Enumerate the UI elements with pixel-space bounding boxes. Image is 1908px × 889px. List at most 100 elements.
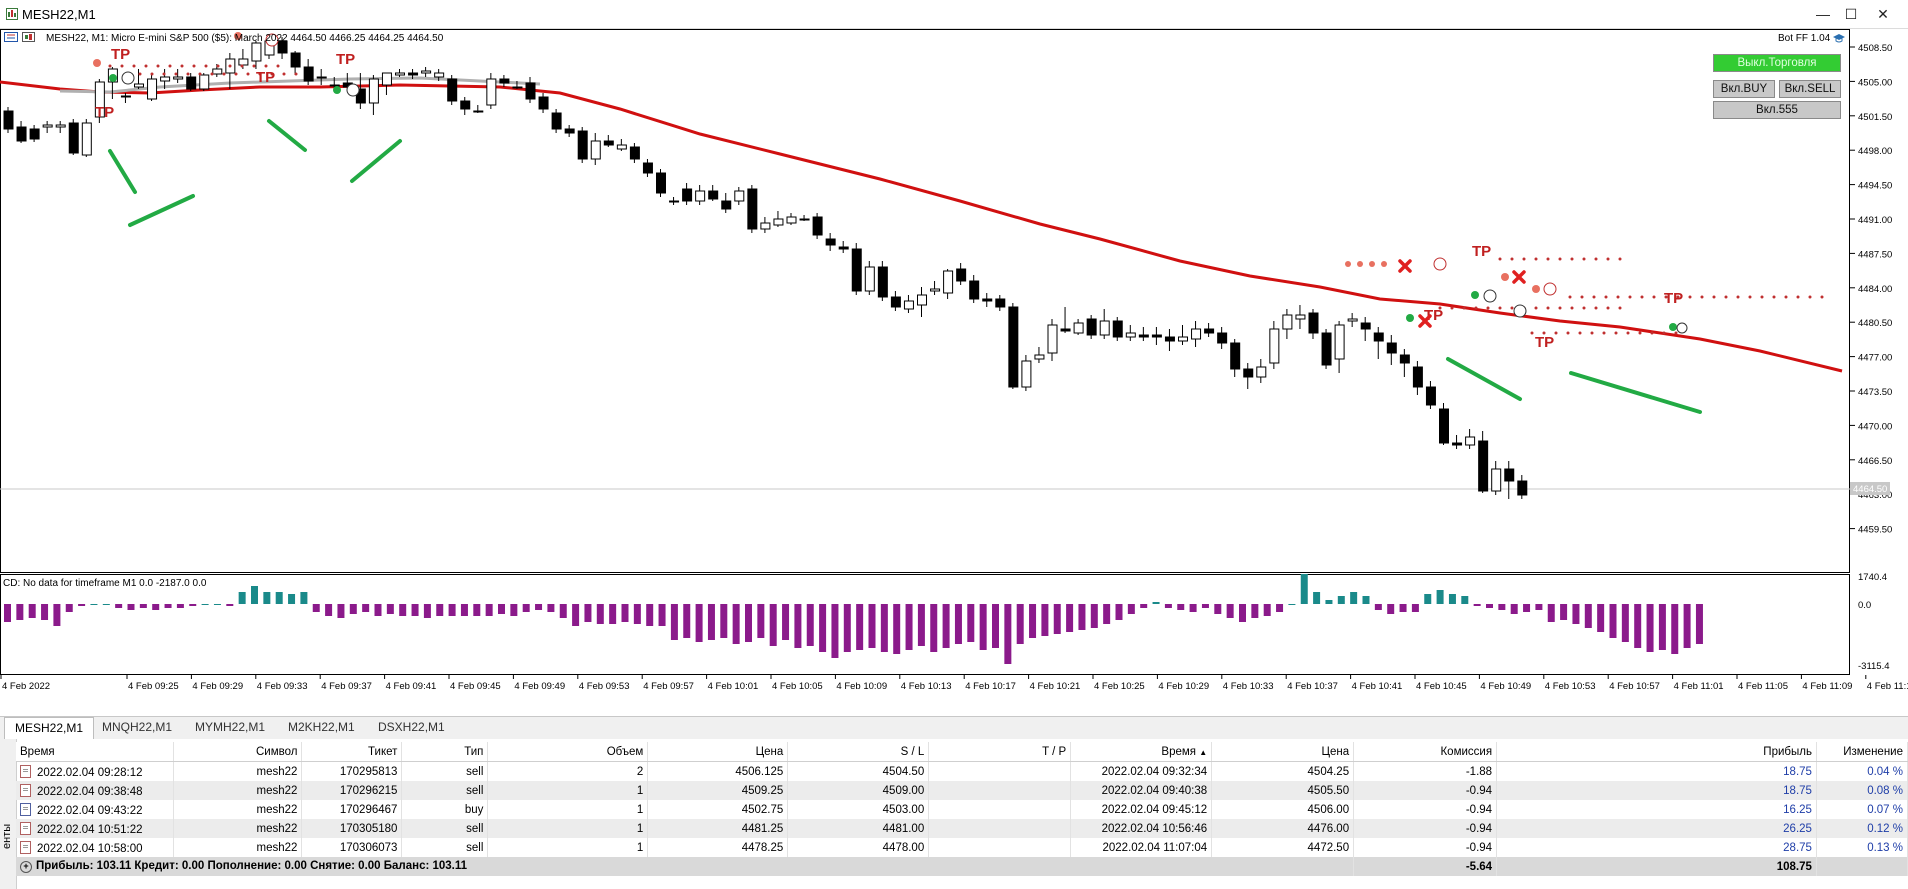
cell-close-price: 4504.25	[1211, 761, 1355, 781]
histogram-bar	[1461, 596, 1469, 604]
time-axis-label: 4 Feb 11:05	[1738, 681, 1788, 692]
col-ticket[interactable]: Тикет	[301, 742, 403, 762]
signal-dot	[1592, 295, 1596, 299]
cell-type: sell	[401, 761, 489, 781]
time-axis-label: 4 Feb 10:01	[708, 681, 759, 692]
col-commission[interactable]: Комиссия	[1353, 742, 1498, 762]
histogram-bar	[127, 604, 135, 610]
signal-dot	[1510, 306, 1514, 310]
chart-tab-mesh22[interactable]: MESH22,M1	[4, 717, 95, 739]
col-change[interactable]: Изменение	[1816, 742, 1908, 762]
histogram-bar	[967, 604, 975, 642]
col-close-price[interactable]: Цена	[1211, 742, 1355, 762]
table-row[interactable]: 2022.02.04 10:58:00 mesh22 170306073 sel…	[16, 838, 1908, 857]
histogram-bar	[1115, 604, 1123, 620]
cell-close-price: 4506.00	[1211, 800, 1355, 819]
candlesticks	[3, 37, 1528, 499]
col-profit[interactable]: Прибыль	[1496, 742, 1817, 762]
chart-tab-m2kh22[interactable]: M2KH22,M1	[288, 720, 355, 734]
table-row[interactable]: 2022.02.04 09:38:48 mesh22 170296215 sel…	[16, 781, 1908, 800]
col-close-time[interactable]: Время ▲	[1070, 742, 1213, 762]
bull-candle	[1099, 320, 1110, 336]
chart-tab-mnqh22[interactable]: MNQH22,M1	[102, 720, 173, 734]
bear-candle	[747, 188, 758, 230]
bear-candle	[838, 246, 849, 250]
price-axis-label: 4494.50	[1858, 181, 1892, 192]
one-click-trading-icon[interactable]	[22, 32, 35, 42]
bear-candle	[1478, 440, 1489, 492]
trading-toggle-button[interactable]: Выкл.Торговля	[1713, 54, 1841, 72]
histogram-bar	[288, 594, 296, 604]
histogram-bar	[1646, 604, 1654, 652]
bear-candle	[16, 126, 27, 142]
signal-dot	[1582, 306, 1586, 310]
chart-area[interactable]: 4508.50 4505.00 4501.50 4498.00 4494.50 4491.…	[0, 29, 1908, 703]
col-volume[interactable]: Объем	[487, 742, 649, 762]
indicator-axis-label: -3115.4	[1858, 661, 1890, 672]
cell-close-time: 2022.02.04 11:07:04	[1070, 838, 1213, 857]
cell-tp	[928, 781, 1072, 800]
col-sl[interactable]: S / L	[787, 742, 930, 762]
cell-volume: 1	[487, 838, 649, 857]
col-type[interactable]: Тип	[401, 742, 489, 762]
histogram-bar	[1004, 604, 1012, 664]
signal-dot	[1590, 331, 1594, 335]
cell-profit: 28.75	[1496, 838, 1817, 857]
col-tp[interactable]: T / P	[928, 742, 1072, 762]
histogram-bar	[646, 604, 654, 626]
col-open-time[interactable]: Время	[16, 742, 175, 762]
cell-close-time: 2022.02.04 10:56:46	[1070, 819, 1213, 838]
histogram-bar	[53, 604, 61, 626]
histogram-bar	[942, 604, 950, 648]
bear-candle	[186, 76, 197, 90]
col-symbol[interactable]: Символ	[173, 742, 303, 762]
table-row[interactable]: 2022.02.04 10:51:22 mesh22 170305180 sel…	[16, 819, 1908, 838]
bull-candle	[55, 124, 66, 128]
signal-dot	[1712, 295, 1716, 299]
bear-candle	[1399, 354, 1410, 364]
bull-candle	[368, 78, 379, 104]
time-axis-label: 4 Feb 10:57	[1609, 681, 1660, 692]
maximize-button[interactable]: ☐	[1844, 6, 1858, 22]
buy-toggle-button[interactable]: Вкл.BUY	[1713, 80, 1775, 98]
collapse-plus-icon[interactable]: +	[20, 861, 32, 873]
histogram-bar	[1103, 604, 1111, 624]
table-row[interactable]: 2022.02.04 09:28:12 mesh22 170295813 sel…	[16, 761, 1908, 781]
price-chart[interactable]: 4508.50 4505.00 4501.50 4498.00 4494.50 4491.…	[0, 29, 1908, 703]
col-price[interactable]: Цена	[647, 742, 789, 762]
bull-candle	[930, 288, 941, 292]
bot-label: Bot FF 1.04	[1778, 33, 1831, 44]
signal-dot	[1369, 261, 1375, 267]
table-row[interactable]: 2022.02.04 09:43:22 mesh22 170296467 buy…	[16, 800, 1908, 819]
bull-candle	[1047, 324, 1058, 354]
bear-candle	[408, 72, 419, 76]
555-toggle-button[interactable]: Вкл.555	[1713, 101, 1841, 119]
chart-tab-dsxh22[interactable]: DSXH22,M1	[378, 720, 445, 734]
signal-dot	[1602, 331, 1606, 335]
histogram-bar	[670, 604, 678, 640]
cell-ticket: 170305180	[301, 819, 403, 838]
bear-candle	[825, 238, 836, 246]
signal-dot	[1462, 306, 1466, 310]
histogram-bar	[954, 604, 962, 644]
histogram-bar	[794, 604, 802, 648]
graduation-cap-icon	[1833, 34, 1845, 43]
indicator-axis-label: 1740.4	[1858, 572, 1887, 583]
histogram-bar	[1300, 574, 1308, 604]
close-button[interactable]: ✕	[1877, 6, 1889, 22]
cell-volume: 2	[487, 761, 649, 781]
cell-price: 4509.25	[647, 781, 789, 800]
signal-dot	[1736, 295, 1740, 299]
chart-tab-mymh22[interactable]: MYMH22,M1	[195, 720, 266, 734]
signal-dot	[1498, 306, 1502, 310]
sell-order-icon	[20, 821, 31, 835]
toolbox-strip[interactable]: енты	[0, 739, 17, 889]
histogram-bar	[28, 604, 36, 618]
histogram-bar	[1424, 594, 1432, 604]
cell-price: 4478.25	[647, 838, 789, 857]
sell-toggle-button[interactable]: Вкл.SELL	[1779, 80, 1841, 98]
cell-price: 4481.25	[647, 819, 789, 838]
bear-candle	[290, 52, 301, 68]
indicator-axis: 1740.4 0.0 -3115.4	[1858, 572, 1890, 672]
minimize-button[interactable]: —	[1816, 6, 1830, 22]
